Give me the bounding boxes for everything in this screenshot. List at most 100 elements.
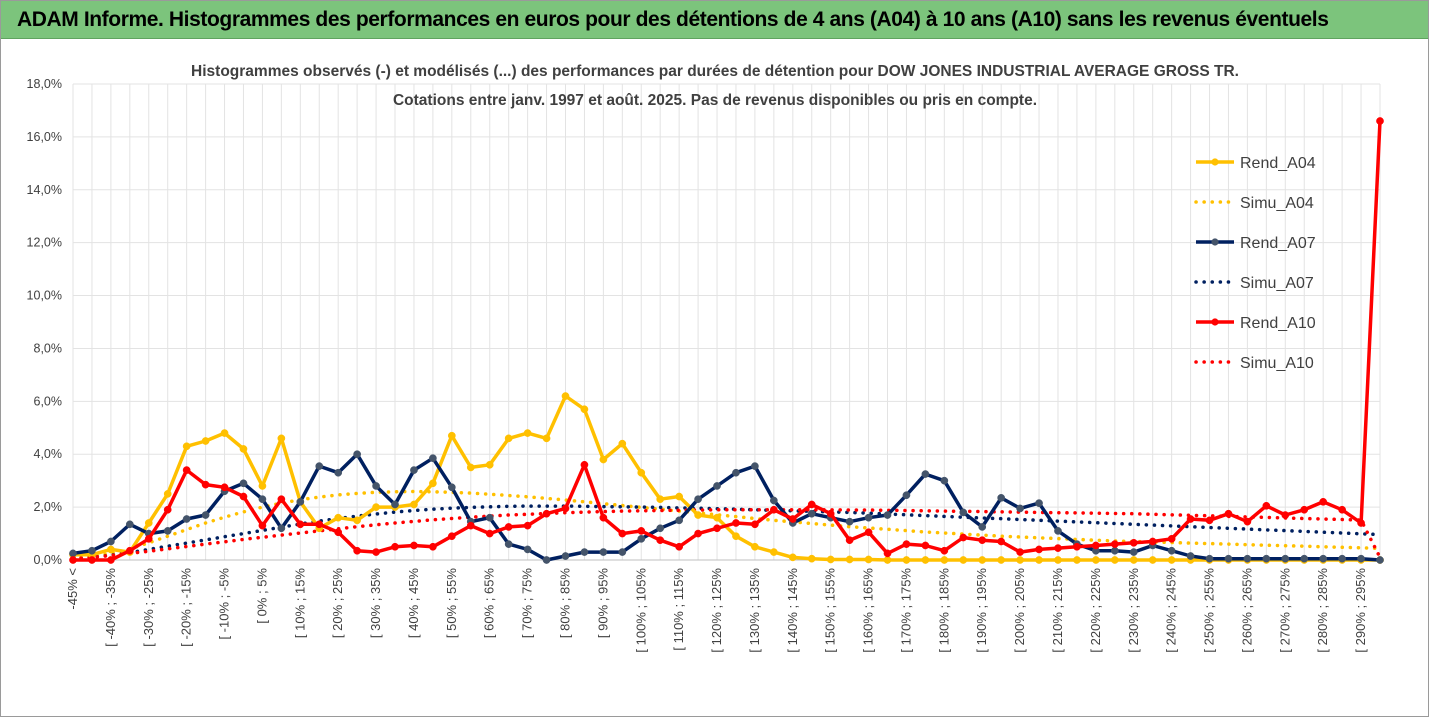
legend-marker-rend-a04 bbox=[1211, 158, 1219, 166]
data-point-rend-a10 bbox=[751, 520, 759, 529]
data-point-rend-a04 bbox=[1110, 556, 1119, 564]
legend-label-simu-a04: Simu_A04 bbox=[1240, 195, 1314, 212]
data-point-rend-a04 bbox=[201, 437, 210, 445]
data-point-rend-a04 bbox=[997, 556, 1006, 564]
data-point-rend-a07 bbox=[1224, 554, 1233, 563]
data-point-rend-a07 bbox=[637, 534, 646, 543]
x-tick-label: [ 290% ; 295% bbox=[1353, 568, 1368, 653]
x-tick-label: [ 160% ; 165% bbox=[861, 568, 876, 653]
data-point-rend-a04 bbox=[921, 556, 930, 564]
data-point-rend-a07 bbox=[770, 496, 778, 505]
data-point-rend-a07 bbox=[296, 497, 305, 506]
data-point-rend-a04 bbox=[485, 460, 494, 469]
data-point-rend-a07 bbox=[883, 511, 892, 519]
data-point-rend-a10 bbox=[1129, 538, 1138, 547]
data-point-rend-a07 bbox=[542, 556, 551, 564]
data-point-rend-a10 bbox=[1035, 545, 1043, 554]
y-tick-label: 4,0% bbox=[34, 447, 63, 461]
x-tick-label: [ 110% ; 115% bbox=[671, 568, 686, 651]
legend-marker-rend-a10 bbox=[1211, 318, 1219, 326]
data-point-rend-a07 bbox=[845, 517, 854, 526]
data-point-rend-a04 bbox=[182, 442, 191, 451]
data-point-rend-a04 bbox=[978, 556, 987, 564]
data-point-rend-a07 bbox=[1262, 554, 1271, 563]
data-point-rend-a10 bbox=[1110, 540, 1119, 548]
data-point-rend-a10 bbox=[1073, 542, 1081, 551]
legend-label-rend-a07: Rend_A07 bbox=[1240, 235, 1316, 252]
data-point-rend-a07 bbox=[88, 546, 96, 555]
y-tick-label: 10,0% bbox=[27, 289, 62, 303]
data-point-rend-a07 bbox=[807, 509, 816, 518]
data-point-rend-a10 bbox=[447, 532, 456, 541]
x-tick-label: [ 60% ; 65% bbox=[482, 568, 497, 639]
data-point-rend-a10 bbox=[315, 520, 324, 529]
data-point-rend-a04 bbox=[353, 516, 361, 525]
x-tick-label: [ 210% ; 215% bbox=[1050, 568, 1065, 653]
data-point-rend-a04 bbox=[1167, 556, 1176, 564]
data-point-rend-a10 bbox=[107, 556, 115, 564]
data-point-rend-a07 bbox=[1281, 554, 1290, 563]
y-tick-label: 6,0% bbox=[34, 394, 63, 408]
data-point-rend-a10 bbox=[599, 513, 608, 522]
data-point-rend-a10 bbox=[580, 460, 589, 469]
data-point-rend-a04 bbox=[807, 554, 816, 563]
data-point-rend-a04 bbox=[107, 545, 115, 554]
data-point-rend-a04 bbox=[902, 556, 911, 564]
data-point-rend-a04 bbox=[277, 434, 286, 443]
data-point-rend-a10 bbox=[864, 528, 873, 537]
data-point-rend-a10 bbox=[220, 483, 229, 492]
x-tick-label: [ 100% ; 105% bbox=[633, 568, 648, 653]
legend-marker-rend-a07 bbox=[1211, 238, 1219, 246]
series-lines bbox=[69, 117, 1384, 564]
x-tick-label: [ -30% ; -25% bbox=[141, 568, 156, 647]
data-point-rend-a10 bbox=[1338, 505, 1346, 514]
data-point-rend-a04 bbox=[770, 548, 778, 556]
data-point-rend-a04 bbox=[258, 482, 267, 490]
x-tick-label: [ 170% ; 175% bbox=[898, 568, 913, 653]
data-point-rend-a07 bbox=[504, 540, 513, 548]
data-point-rend-a07 bbox=[694, 495, 702, 504]
data-point-rend-a07 bbox=[732, 468, 740, 477]
data-point-rend-a07 bbox=[1376, 556, 1384, 564]
data-point-rend-a07 bbox=[239, 479, 248, 488]
data-point-rend-a04 bbox=[618, 439, 627, 448]
data-point-rend-a07 bbox=[599, 548, 608, 556]
data-point-rend-a10 bbox=[201, 480, 210, 489]
x-tick-label: [ 20% ; 25% bbox=[330, 568, 345, 639]
data-point-rend-a10 bbox=[959, 533, 968, 542]
data-point-rend-a04 bbox=[1129, 556, 1138, 564]
data-point-rend-a10 bbox=[277, 495, 286, 504]
data-point-rend-a04 bbox=[220, 429, 229, 437]
data-point-rend-a10 bbox=[1016, 548, 1024, 556]
data-point-rend-a10 bbox=[523, 521, 532, 530]
x-tick-label: [ 130% ; 135% bbox=[747, 568, 762, 653]
data-point-rend-a04 bbox=[429, 479, 437, 488]
data-point-rend-a07 bbox=[751, 462, 759, 470]
data-point-rend-a10 bbox=[770, 505, 778, 514]
data-point-rend-a04 bbox=[447, 431, 456, 440]
data-point-rend-a07 bbox=[107, 537, 115, 546]
data-point-rend-a04 bbox=[580, 405, 589, 414]
data-point-rend-a04 bbox=[826, 555, 835, 564]
data-point-rend-a10 bbox=[163, 505, 172, 514]
data-point-rend-a04 bbox=[144, 519, 153, 527]
data-point-rend-a10 bbox=[391, 542, 399, 551]
y-tick-label: 8,0% bbox=[34, 341, 63, 355]
data-point-rend-a07 bbox=[864, 513, 873, 522]
data-point-rend-a07 bbox=[1243, 554, 1252, 563]
data-point-rend-a07 bbox=[1319, 554, 1328, 563]
x-tick-label: [ 220% ; 225% bbox=[1088, 568, 1103, 653]
data-point-rend-a10 bbox=[504, 523, 513, 531]
x-tick-label: -45% < bbox=[65, 568, 80, 610]
y-tick-label: 0,0% bbox=[34, 553, 63, 567]
data-point-rend-a07 bbox=[713, 482, 721, 490]
data-point-rend-a10 bbox=[429, 542, 437, 551]
data-point-rend-a07 bbox=[485, 513, 494, 522]
chart-title-line-2: Cotations entre janv. 1997 et août. 2025… bbox=[393, 92, 1037, 109]
data-point-rend-a04 bbox=[1148, 556, 1157, 564]
data-point-rend-a10 bbox=[997, 537, 1006, 546]
data-point-rend-a04 bbox=[504, 434, 513, 443]
data-point-rend-a04 bbox=[883, 556, 892, 564]
x-tick-label: [ 240% ; 245% bbox=[1164, 568, 1179, 653]
data-point-rend-a04 bbox=[1073, 556, 1081, 564]
